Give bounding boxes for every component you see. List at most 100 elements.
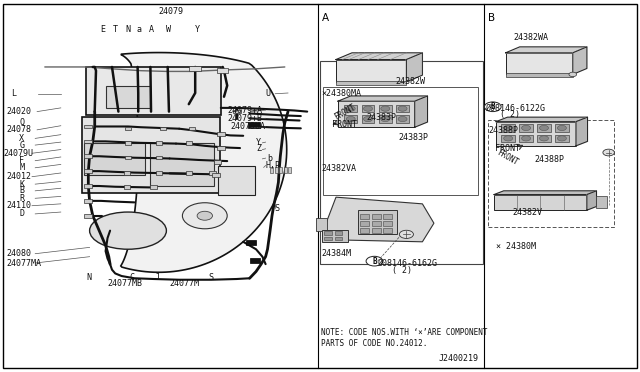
Text: 24382WA: 24382WA [513, 33, 548, 42]
Text: S: S [208, 273, 213, 282]
Text: R: R [19, 194, 24, 203]
Bar [596, 196, 607, 208]
Text: FRONT: FRONT [495, 144, 520, 153]
Polygon shape [587, 191, 596, 210]
Text: NOTE: CODE NOS.WITH ‘×’ARE COMPONENT
PARTS OF CODE NO.24012.: NOTE: CODE NOS.WITH ‘×’ARE COMPONENT PAR… [321, 328, 488, 348]
Text: X: X [19, 134, 24, 143]
Text: N: N [125, 25, 131, 34]
Bar [383, 221, 392, 226]
Text: 24079: 24079 [159, 7, 184, 16]
Polygon shape [406, 53, 422, 82]
Bar [320, 61, 483, 264]
Bar [372, 228, 381, 233]
Bar [124, 186, 130, 189]
Text: M: M [19, 163, 24, 172]
Bar [82, 117, 220, 193]
Bar [217, 68, 228, 73]
Bar [212, 173, 220, 177]
Bar [86, 67, 221, 115]
Text: L: L [12, 89, 17, 98]
Text: B: B [372, 257, 377, 266]
Text: B: B [19, 186, 24, 195]
Bar [279, 167, 282, 173]
Circle shape [603, 149, 614, 156]
Text: Ø08146-6122G: Ø08146-6122G [486, 103, 547, 112]
Bar [519, 124, 533, 132]
Bar [84, 140, 92, 143]
Text: FRONT: FRONT [495, 148, 519, 167]
Text: T: T [113, 25, 118, 34]
Bar [323, 87, 478, 195]
Text: 24080: 24080 [6, 249, 31, 258]
Circle shape [346, 106, 355, 111]
Bar [324, 231, 332, 235]
Polygon shape [323, 197, 434, 242]
Bar [186, 171, 192, 174]
Bar [248, 122, 260, 128]
Text: H,P: H,P [266, 161, 280, 170]
Bar [555, 135, 569, 142]
Text: A: A [148, 25, 154, 34]
Bar [362, 105, 374, 112]
Text: W: W [166, 25, 172, 34]
Text: J2400219: J2400219 [439, 354, 479, 363]
Bar [360, 214, 369, 219]
Bar [125, 127, 131, 130]
Text: Ø08146-6162G: Ø08146-6162G [378, 259, 438, 268]
Circle shape [522, 136, 531, 141]
Bar [344, 115, 357, 123]
Bar [537, 135, 551, 142]
Text: 24020: 24020 [6, 107, 31, 116]
Text: ( 2): ( 2) [392, 266, 412, 275]
Polygon shape [494, 191, 596, 195]
Bar [275, 167, 278, 173]
Bar [125, 156, 131, 160]
Text: 24110: 24110 [6, 201, 31, 210]
Bar [506, 73, 573, 77]
Circle shape [540, 136, 548, 141]
Bar [84, 169, 92, 173]
Text: 24077MB: 24077MB [108, 279, 143, 288]
Bar [160, 127, 166, 130]
Bar [362, 115, 374, 123]
Bar [488, 120, 614, 227]
Circle shape [540, 125, 548, 131]
Circle shape [381, 106, 390, 111]
Text: Z: Z [256, 144, 261, 153]
Text: 24384M: 24384M [322, 249, 352, 258]
Text: 24078: 24078 [6, 125, 31, 134]
Bar [335, 231, 342, 235]
Circle shape [364, 106, 372, 111]
Text: b: b [268, 154, 273, 163]
Text: a: a [136, 25, 141, 34]
Text: G: G [19, 141, 24, 150]
Text: × 24380M: × 24380M [496, 242, 536, 251]
Text: 24079UA: 24079UA [230, 122, 266, 131]
Text: C: C [129, 273, 134, 282]
Text: B: B [490, 102, 495, 111]
Polygon shape [121, 52, 287, 272]
Bar [501, 135, 515, 142]
Bar [494, 195, 587, 210]
Bar [379, 105, 392, 112]
Circle shape [557, 125, 566, 131]
Bar [84, 199, 92, 203]
Text: 24383P: 24383P [399, 133, 429, 142]
Bar [84, 143, 145, 175]
Text: FRONT: FRONT [332, 120, 356, 129]
Bar [336, 60, 406, 82]
Text: K: K [19, 180, 24, 189]
Text: A: A [322, 13, 329, 23]
Bar [124, 171, 130, 174]
Circle shape [522, 125, 531, 131]
Bar [189, 127, 195, 130]
Text: 24077MA: 24077MA [6, 259, 42, 267]
Text: Y: Y [195, 25, 200, 34]
Text: ×24380MA: ×24380MA [321, 89, 361, 97]
Circle shape [398, 116, 407, 122]
Bar [360, 228, 369, 233]
Bar [218, 166, 255, 195]
Bar [358, 210, 397, 234]
Text: Y: Y [256, 138, 261, 147]
Bar [84, 184, 92, 188]
